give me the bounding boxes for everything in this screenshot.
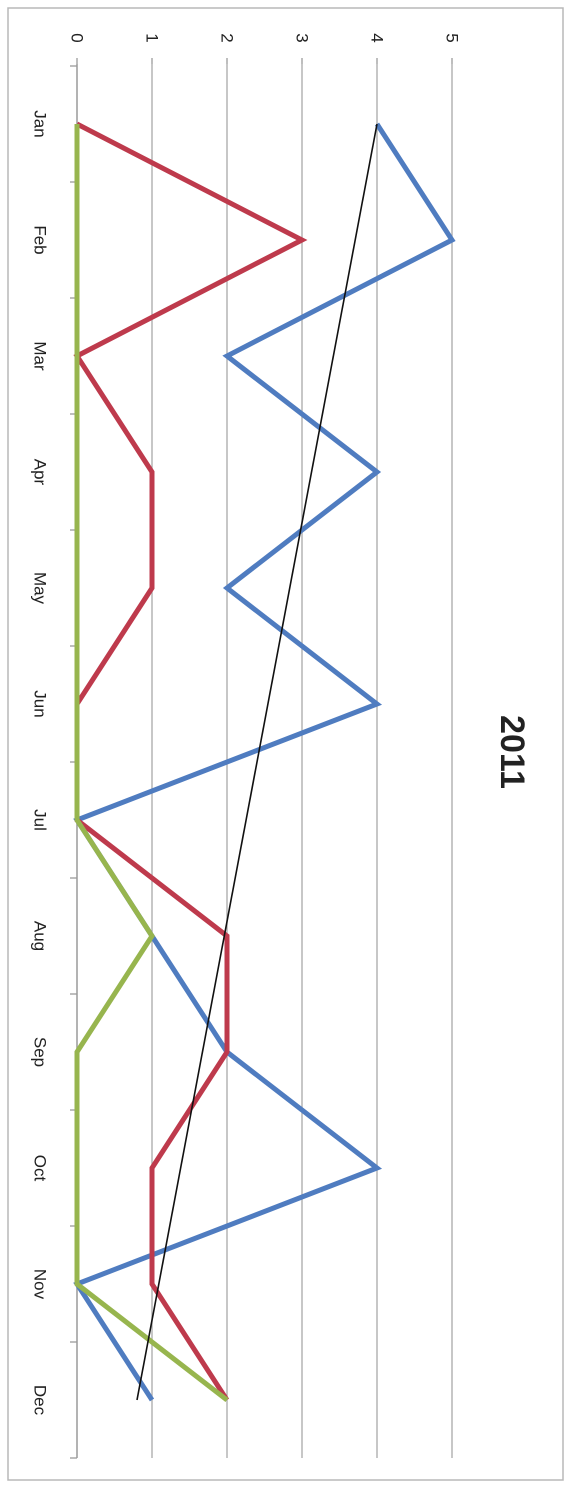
category-label-may: May [31, 572, 50, 605]
series-3-line [74, 124, 229, 1402]
category-label-jan: Jan [31, 110, 50, 137]
category-label-jun: Jun [31, 690, 50, 717]
value-tick-label-4: 4 [368, 33, 387, 42]
category-label-mar: Mar [31, 341, 50, 371]
category-labels: Jan Feb Mar Apr May Jun Jul Aug Sep Oct Nov Dec [31, 110, 50, 1415]
category-label-feb: Feb [31, 225, 50, 254]
value-tick-label-5: 5 [443, 33, 462, 42]
chart-frame [7, 7, 564, 1481]
value-tick-label-0: 0 [68, 33, 87, 42]
category-label-nov: Nov [31, 1269, 50, 1300]
trendline-layer [136, 123, 378, 1401]
category-label-oct: Oct [31, 1155, 50, 1182]
value-tick-label-1: 1 [143, 33, 162, 42]
value-tick-label-2: 2 [218, 33, 237, 42]
category-label-aug: Aug [31, 921, 50, 951]
category-label-dec: Dec [31, 1385, 50, 1416]
value-tick-label-3: 3 [293, 33, 312, 42]
series-lines [73, 121, 456, 1402]
series-1-line [73, 122, 456, 1402]
category-label-sep: Sep [31, 1037, 50, 1067]
chart-title: 2011 [493, 715, 531, 789]
category-label-apr: Apr [31, 459, 50, 486]
trendline [136, 123, 378, 1401]
value-tick-labels: 0 1 2 3 4 5 [68, 33, 462, 42]
category-label-jul: Jul [31, 809, 50, 831]
